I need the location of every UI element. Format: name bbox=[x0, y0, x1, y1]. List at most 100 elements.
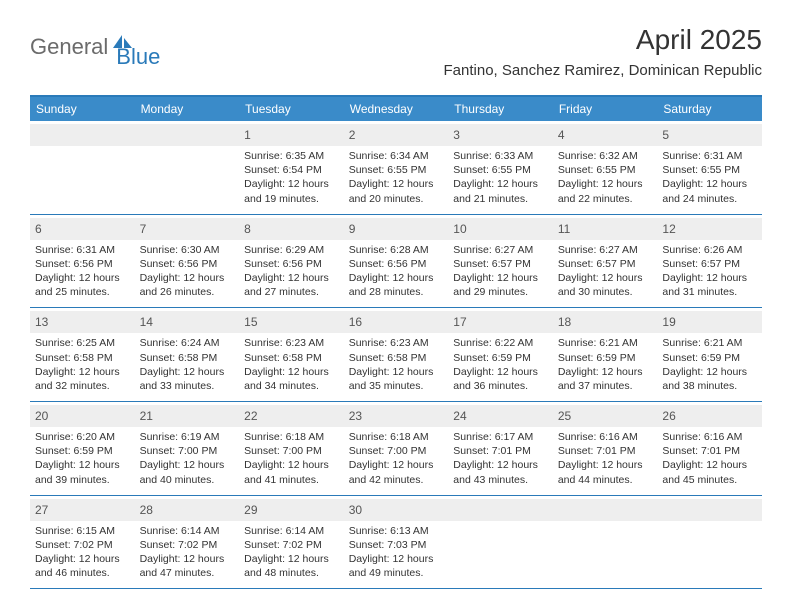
day-number-bar bbox=[135, 124, 240, 146]
week-row: 13Sunrise: 6:25 AMSunset: 6:58 PMDayligh… bbox=[30, 308, 762, 402]
day-number-bar: 30 bbox=[344, 499, 449, 521]
logo-text-general: General bbox=[30, 34, 108, 60]
day-detail-line: Sunset: 7:02 PM bbox=[140, 538, 235, 552]
day-cell bbox=[448, 496, 553, 589]
day-cell: 22Sunrise: 6:18 AMSunset: 7:00 PMDayligh… bbox=[239, 402, 344, 495]
day-number: 14 bbox=[140, 315, 153, 329]
day-detail-line: and 22 minutes. bbox=[558, 192, 653, 206]
day-number: 17 bbox=[453, 315, 466, 329]
day-number: 6 bbox=[35, 222, 42, 236]
day-number-bar bbox=[448, 499, 553, 521]
day-number: 19 bbox=[662, 315, 675, 329]
day-detail-line: Sunset: 7:01 PM bbox=[662, 444, 757, 458]
day-number: 28 bbox=[140, 503, 153, 517]
day-number: 9 bbox=[349, 222, 356, 236]
weekday-header: Sunday Monday Tuesday Wednesday Thursday… bbox=[30, 97, 762, 121]
day-number-bar: 4 bbox=[553, 124, 658, 146]
day-detail-line: and 31 minutes. bbox=[662, 285, 757, 299]
day-number: 10 bbox=[453, 222, 466, 236]
day-detail-line: Daylight: 12 hours bbox=[35, 271, 130, 285]
day-detail-line: Sunrise: 6:16 AM bbox=[662, 430, 757, 444]
day-number: 27 bbox=[35, 503, 48, 517]
day-number-bar bbox=[30, 124, 135, 146]
day-detail-line: and 43 minutes. bbox=[453, 473, 548, 487]
day-detail-line: Sunset: 6:57 PM bbox=[453, 257, 548, 271]
day-cell: 10Sunrise: 6:27 AMSunset: 6:57 PMDayligh… bbox=[448, 215, 553, 308]
day-detail-line: Sunset: 7:01 PM bbox=[453, 444, 548, 458]
day-cell: 17Sunrise: 6:22 AMSunset: 6:59 PMDayligh… bbox=[448, 308, 553, 401]
day-detail-line: and 25 minutes. bbox=[35, 285, 130, 299]
day-cell: 1Sunrise: 6:35 AMSunset: 6:54 PMDaylight… bbox=[239, 121, 344, 214]
day-number-bar: 16 bbox=[344, 311, 449, 333]
day-detail-line: Sunset: 6:59 PM bbox=[35, 444, 130, 458]
day-detail-line: and 35 minutes. bbox=[349, 379, 444, 393]
day-number-bar: 29 bbox=[239, 499, 344, 521]
day-detail-line: Sunset: 7:00 PM bbox=[140, 444, 235, 458]
day-number: 8 bbox=[244, 222, 251, 236]
day-number: 21 bbox=[140, 409, 153, 423]
day-detail-line: Sunset: 6:56 PM bbox=[140, 257, 235, 271]
day-cell: 8Sunrise: 6:29 AMSunset: 6:56 PMDaylight… bbox=[239, 215, 344, 308]
day-number-bar: 27 bbox=[30, 499, 135, 521]
day-detail-line: Sunset: 6:59 PM bbox=[453, 351, 548, 365]
day-number-bar bbox=[553, 499, 658, 521]
week-row: 20Sunrise: 6:20 AMSunset: 6:59 PMDayligh… bbox=[30, 402, 762, 496]
day-detail-line: and 46 minutes. bbox=[35, 566, 130, 580]
day-detail-line: Daylight: 12 hours bbox=[35, 552, 130, 566]
day-number-bar bbox=[657, 499, 762, 521]
day-detail-line: Sunset: 6:59 PM bbox=[558, 351, 653, 365]
weekday-label: Saturday bbox=[657, 97, 762, 121]
day-detail-line: Sunrise: 6:27 AM bbox=[558, 243, 653, 257]
day-cell: 15Sunrise: 6:23 AMSunset: 6:58 PMDayligh… bbox=[239, 308, 344, 401]
day-detail-line: Sunrise: 6:33 AM bbox=[453, 149, 548, 163]
day-number-bar: 9 bbox=[344, 218, 449, 240]
location-text: Fantino, Sanchez Ramirez, Dominican Repu… bbox=[444, 62, 762, 79]
day-cell: 24Sunrise: 6:17 AMSunset: 7:01 PMDayligh… bbox=[448, 402, 553, 495]
day-number-bar: 26 bbox=[657, 405, 762, 427]
day-detail-line: Sunrise: 6:21 AM bbox=[558, 336, 653, 350]
day-number: 7 bbox=[140, 222, 147, 236]
title-block: April 2025 Fantino, Sanchez Ramirez, Dom… bbox=[444, 24, 762, 79]
logo: General Blue bbox=[30, 24, 160, 70]
day-detail-line: Daylight: 12 hours bbox=[662, 271, 757, 285]
day-number: 16 bbox=[349, 315, 362, 329]
day-cell: 19Sunrise: 6:21 AMSunset: 6:59 PMDayligh… bbox=[657, 308, 762, 401]
day-detail-line: Sunset: 6:55 PM bbox=[662, 163, 757, 177]
day-number-bar: 24 bbox=[448, 405, 553, 427]
day-detail-line: and 41 minutes. bbox=[244, 473, 339, 487]
day-detail-line: and 47 minutes. bbox=[140, 566, 235, 580]
day-cell: 18Sunrise: 6:21 AMSunset: 6:59 PMDayligh… bbox=[553, 308, 658, 401]
day-detail-line: Daylight: 12 hours bbox=[140, 552, 235, 566]
day-detail-line: Sunrise: 6:15 AM bbox=[35, 524, 130, 538]
day-number: 30 bbox=[349, 503, 362, 517]
day-detail-line: and 39 minutes. bbox=[35, 473, 130, 487]
day-cell bbox=[30, 121, 135, 214]
day-detail-line: Sunrise: 6:35 AM bbox=[244, 149, 339, 163]
day-number: 2 bbox=[349, 128, 356, 142]
day-cell: 9Sunrise: 6:28 AMSunset: 6:56 PMDaylight… bbox=[344, 215, 449, 308]
day-detail-line: Daylight: 12 hours bbox=[453, 177, 548, 191]
day-number: 23 bbox=[349, 409, 362, 423]
day-detail-line: Sunrise: 6:13 AM bbox=[349, 524, 444, 538]
day-number-bar: 28 bbox=[135, 499, 240, 521]
day-detail-line: Sunset: 7:02 PM bbox=[35, 538, 130, 552]
day-cell: 4Sunrise: 6:32 AMSunset: 6:55 PMDaylight… bbox=[553, 121, 658, 214]
day-cell bbox=[553, 496, 658, 589]
day-number: 29 bbox=[244, 503, 257, 517]
day-cell: 13Sunrise: 6:25 AMSunset: 6:58 PMDayligh… bbox=[30, 308, 135, 401]
day-detail-line: Sunrise: 6:17 AM bbox=[453, 430, 548, 444]
day-detail-line: Daylight: 12 hours bbox=[35, 458, 130, 472]
day-number: 5 bbox=[662, 128, 669, 142]
day-cell: 2Sunrise: 6:34 AMSunset: 6:55 PMDaylight… bbox=[344, 121, 449, 214]
day-detail-line: Daylight: 12 hours bbox=[244, 177, 339, 191]
day-cell bbox=[657, 496, 762, 589]
day-number: 3 bbox=[453, 128, 460, 142]
day-cell: 5Sunrise: 6:31 AMSunset: 6:55 PMDaylight… bbox=[657, 121, 762, 214]
day-detail-line: Sunrise: 6:26 AM bbox=[662, 243, 757, 257]
weekday-label: Thursday bbox=[448, 97, 553, 121]
day-detail-line: Sunset: 6:56 PM bbox=[244, 257, 339, 271]
day-number-bar: 22 bbox=[239, 405, 344, 427]
calendar: Sunday Monday Tuesday Wednesday Thursday… bbox=[30, 95, 762, 589]
day-number-bar: 25 bbox=[553, 405, 658, 427]
day-cell: 25Sunrise: 6:16 AMSunset: 7:01 PMDayligh… bbox=[553, 402, 658, 495]
